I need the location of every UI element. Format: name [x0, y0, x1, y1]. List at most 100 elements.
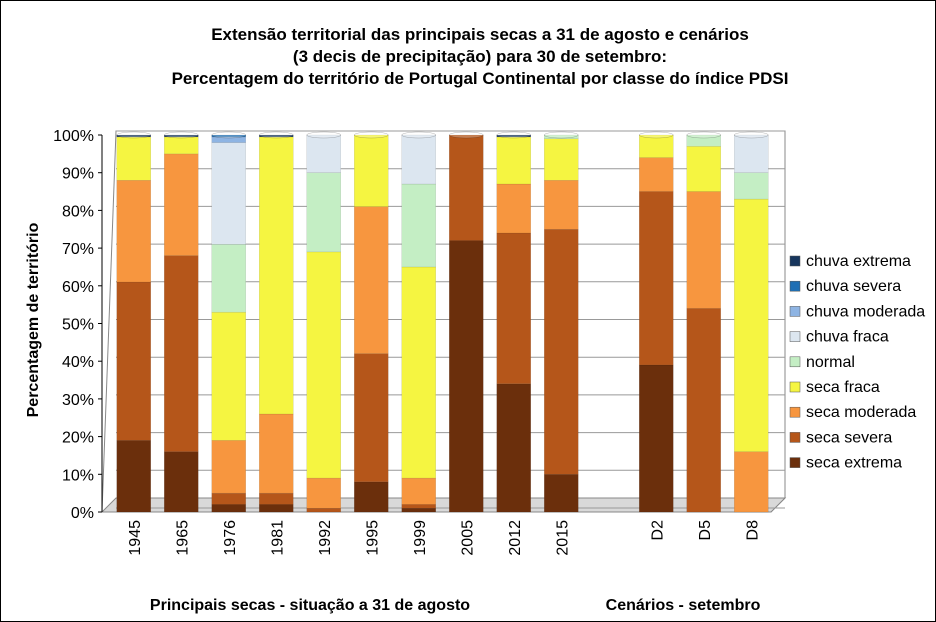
group-label: Principais secas - situação a 31 de agos…: [150, 597, 470, 614]
bar-segment: [164, 134, 199, 138]
bar-cap: [259, 131, 294, 139]
bar-segment: [639, 191, 674, 366]
bar-segment: [306, 134, 341, 173]
bar-cap: [164, 131, 199, 139]
bar-segment: [544, 179, 579, 230]
bar-segment: [306, 507, 341, 513]
bar-segment: [449, 134, 484, 241]
y-tick-label: 60%: [62, 279, 94, 296]
bar-segment: [496, 134, 531, 138]
bar-segment: [686, 191, 721, 309]
bar-segment: [306, 172, 341, 253]
bar-segment: [211, 504, 246, 513]
bar-segment: [734, 172, 769, 200]
bar-segment: [259, 413, 294, 494]
y-tick-label: 10%: [62, 467, 94, 484]
x-tick-label: 2005: [459, 520, 476, 556]
bar-segment: [211, 492, 246, 505]
legend-swatch: [789, 432, 801, 443]
bar-segment: [116, 179, 151, 283]
x-tick-label: 1981: [269, 520, 286, 556]
bar-segment: [211, 311, 246, 441]
bar-segment: [401, 266, 436, 479]
bar-segment: [116, 281, 151, 441]
bar-segment: [401, 134, 436, 185]
bar-cap: [116, 131, 151, 139]
bar-segment: [211, 134, 246, 138]
legend-swatch: [789, 306, 801, 317]
bar-segment: [544, 229, 579, 475]
legend-swatch: [789, 331, 801, 342]
bar-cap: [686, 131, 721, 139]
bar-segment: [259, 492, 294, 505]
legend-swatch: [789, 255, 801, 267]
bar-cap: [639, 131, 674, 139]
bar-segment: [116, 440, 151, 513]
x-tick-label: D8: [744, 520, 761, 541]
x-tick-label: D2: [649, 520, 666, 541]
bar-segment: [306, 251, 341, 479]
bar-cap: [306, 131, 341, 139]
bar-segment: [401, 504, 436, 509]
x-tick-label: 1976: [222, 520, 239, 556]
x-tick-label: D5: [697, 520, 714, 541]
chart-subtitle: (3 decis de precipitação) para 30 de set…: [293, 47, 667, 66]
bar-cap: [401, 131, 436, 139]
bar-segment: [639, 134, 674, 158]
bar-segment: [401, 507, 436, 513]
legend-label: seca moderada: [806, 404, 916, 421]
legend-label: chuva severa: [806, 278, 901, 295]
legend-swatch: [789, 381, 801, 393]
bar-segment: [401, 477, 436, 505]
legend-label: chuva fraca: [806, 329, 889, 346]
y-tick-label: 100%: [53, 128, 94, 145]
bar-segment: [259, 136, 294, 415]
bar-cap: [734, 131, 769, 139]
bar-segment: [686, 146, 721, 192]
legend-label: normal: [806, 354, 855, 371]
bar-segment: [686, 308, 721, 513]
bar-segment: [449, 240, 484, 513]
bar-segment: [734, 134, 769, 173]
bar-segment: [544, 474, 579, 513]
bar-segment: [211, 244, 246, 313]
chart-subtitle: Percentagem do território de Portugal Co…: [172, 69, 789, 88]
bar-cap: [211, 131, 246, 139]
legend-label: seca severa: [806, 429, 892, 446]
bar-segment: [496, 183, 531, 234]
y-tick-label: 30%: [62, 392, 94, 409]
bar-cap: [544, 131, 579, 139]
bar-segment: [116, 134, 151, 138]
bar-segment: [354, 206, 389, 354]
bar-segment: [164, 451, 199, 513]
chart-title: Extensão territorial das principais seca…: [211, 25, 749, 44]
y-tick-label: 80%: [62, 203, 94, 220]
bar-segment: [354, 353, 389, 483]
bar-segment: [544, 134, 579, 140]
legend-swatch: [789, 457, 801, 468]
bar-segment: [734, 198, 769, 452]
bar-segment: [211, 440, 246, 494]
y-tick-label: 0%: [71, 505, 94, 522]
bar-segment: [164, 136, 199, 155]
y-axis-title: Percentagem de território: [25, 222, 42, 417]
bar-segment: [496, 232, 531, 385]
y-tick-label: 40%: [62, 354, 94, 371]
x-tick-label: 1945: [127, 520, 144, 556]
bar-segment: [734, 451, 769, 513]
bar-cap: [354, 131, 389, 139]
bar-segment: [354, 481, 389, 513]
plot-floor: [100, 497, 787, 513]
bar-segment: [259, 134, 294, 138]
y-tick-label: 70%: [62, 241, 94, 258]
y-tick-label: 90%: [62, 166, 94, 183]
bar-segment: [164, 153, 199, 256]
x-tick-label: 1995: [364, 520, 381, 556]
bar-segment: [116, 136, 151, 181]
legend-label: seca extrema: [806, 455, 902, 472]
bar-segment: [496, 136, 531, 185]
y-tick-label: 20%: [62, 430, 94, 447]
x-tick-label: 2015: [554, 520, 571, 556]
bar-segment: [164, 255, 199, 452]
plot-wall: [101, 130, 786, 513]
